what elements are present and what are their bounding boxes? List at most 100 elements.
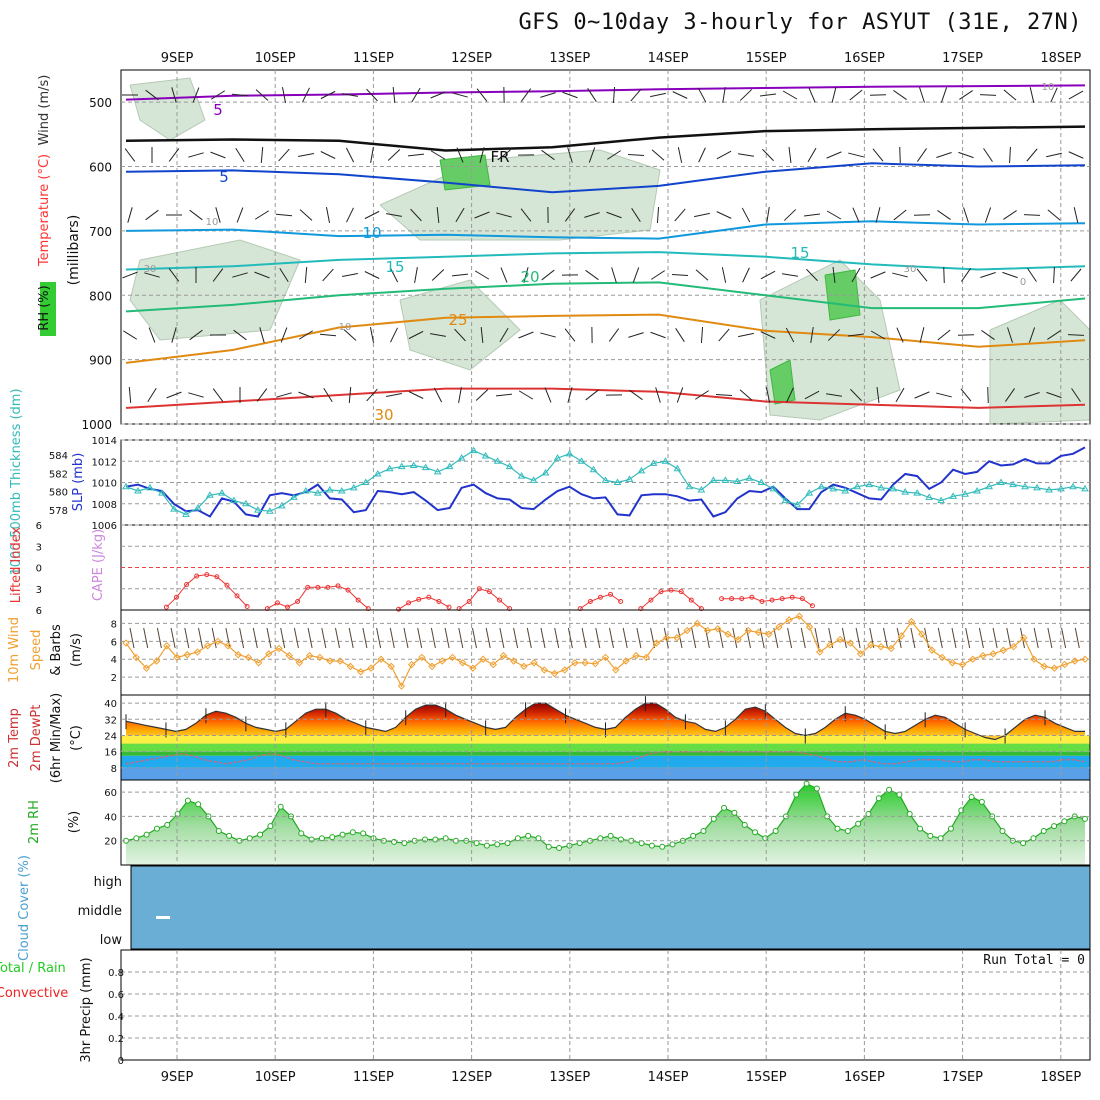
wind10-speed-point bbox=[224, 642, 232, 650]
thickness-point bbox=[661, 457, 670, 464]
contour-label: 15 bbox=[385, 258, 404, 276]
wind10-speed-point bbox=[438, 657, 446, 665]
wind-barb bbox=[850, 388, 862, 402]
wind-barb bbox=[1046, 152, 1062, 158]
slp-tick-label: 1006 bbox=[92, 521, 117, 532]
wind10-units-label: (m/s) bbox=[69, 633, 84, 667]
wind10-barb bbox=[978, 627, 984, 649]
lifted-index-line bbox=[721, 596, 813, 607]
wind-barb bbox=[893, 209, 907, 221]
wind-barb bbox=[128, 386, 132, 404]
thickness-point bbox=[901, 488, 910, 495]
wind-barb bbox=[431, 269, 445, 281]
wind10-speed-point bbox=[642, 653, 651, 662]
rh2m-point bbox=[401, 840, 408, 847]
rh2m-point bbox=[927, 832, 934, 839]
rh-shade bbox=[759, 259, 901, 421]
rh2m-point bbox=[473, 840, 480, 847]
isotherm-line bbox=[125, 313, 1086, 364]
thickness-point bbox=[481, 451, 490, 459]
rh2m-point bbox=[978, 798, 985, 805]
wind10-barb bbox=[362, 627, 368, 649]
rh2m-point bbox=[391, 838, 398, 845]
day-label-top: 15SEP bbox=[746, 51, 787, 66]
thickness-point bbox=[529, 476, 538, 483]
lifted-index-point bbox=[163, 604, 169, 610]
wind-legend-label: Wind (m/s) bbox=[37, 75, 52, 146]
wind10-speed-point bbox=[530, 659, 538, 667]
cloud-cover-axis-label: Cloud Cover (%) bbox=[17, 855, 32, 961]
wind10-speed-point bbox=[703, 626, 712, 635]
wind10-speed-point bbox=[295, 659, 304, 667]
thickness-point bbox=[146, 483, 154, 491]
wind-barb bbox=[541, 269, 555, 281]
day-label-top: 12SEP bbox=[451, 51, 492, 66]
wind-barb bbox=[256, 388, 268, 402]
precip-tick-label: 0.2 bbox=[108, 1034, 124, 1045]
thickness-point bbox=[265, 507, 274, 514]
rh2m-label: 2m RH bbox=[27, 800, 42, 844]
wind-barb bbox=[587, 88, 597, 102]
day-label-top: 9SEP bbox=[161, 51, 194, 66]
wind10-barb bbox=[526, 627, 532, 649]
wind-barb bbox=[739, 389, 753, 401]
wind10-speed-point bbox=[1020, 634, 1028, 642]
wind-barb bbox=[387, 149, 401, 161]
rh2m-point bbox=[793, 791, 800, 798]
rh2m-point bbox=[277, 803, 284, 810]
lifted-index-point bbox=[497, 597, 503, 603]
thickness-point bbox=[697, 485, 706, 493]
wind-barb bbox=[520, 208, 532, 222]
lifted-index-point bbox=[476, 586, 482, 592]
wind10-speed-point bbox=[560, 666, 569, 674]
wind-barb bbox=[721, 267, 727, 283]
thickness-point bbox=[206, 491, 214, 498]
wind-barb bbox=[895, 387, 905, 403]
wind-barb bbox=[788, 146, 792, 164]
wind-barb bbox=[567, 147, 573, 163]
wind10-speed-point bbox=[826, 641, 834, 649]
rh2m-point bbox=[545, 843, 552, 850]
pressure-tick-label: 900 bbox=[89, 354, 112, 368]
rh2m-point bbox=[855, 820, 862, 827]
wind-barb bbox=[127, 207, 133, 223]
rh2m-point bbox=[896, 791, 903, 798]
contour-label: 30 bbox=[144, 264, 157, 275]
wind-barb bbox=[672, 91, 688, 99]
wind10-label-line2: Speed bbox=[29, 630, 44, 671]
wind10-speed-point bbox=[193, 648, 202, 656]
wind10-barb bbox=[156, 627, 162, 649]
lifted-index-point bbox=[305, 584, 311, 590]
wind10-barb bbox=[307, 627, 313, 649]
thickness-point bbox=[757, 478, 766, 485]
lifted-index-tick-label: 3 bbox=[36, 542, 42, 553]
wind-barb bbox=[715, 393, 733, 397]
wind-barb bbox=[1070, 268, 1082, 282]
thickness-point bbox=[541, 468, 550, 476]
wind-barb bbox=[849, 89, 863, 101]
wind-barb bbox=[298, 330, 314, 340]
wind10-speed-point bbox=[683, 626, 691, 635]
lifted-index-point bbox=[194, 573, 200, 579]
wind10-barb bbox=[787, 627, 793, 649]
day-label-top: 10SEP bbox=[255, 51, 296, 66]
thickness-point bbox=[721, 476, 730, 483]
wind-barb bbox=[348, 386, 352, 404]
wind-barb bbox=[1003, 89, 1017, 101]
wind-barb bbox=[1029, 87, 1035, 103]
wind10-speed-point bbox=[316, 653, 324, 662]
wind10-speed-point bbox=[285, 651, 293, 660]
rh-shade bbox=[129, 77, 206, 141]
precip-tick-label: 0 bbox=[118, 1056, 124, 1067]
wind-barb bbox=[319, 333, 337, 337]
wind-barb bbox=[1071, 388, 1081, 402]
lifted-index-point bbox=[184, 582, 190, 587]
thickness-point bbox=[949, 492, 958, 499]
wind-barb bbox=[171, 87, 177, 103]
rh2m-point bbox=[731, 809, 738, 816]
wind10-barb bbox=[965, 627, 971, 649]
wind10-speed-point bbox=[244, 653, 253, 662]
wind-barb bbox=[847, 333, 865, 337]
thickness-point bbox=[349, 483, 358, 491]
wind10-speed-point bbox=[795, 612, 804, 620]
